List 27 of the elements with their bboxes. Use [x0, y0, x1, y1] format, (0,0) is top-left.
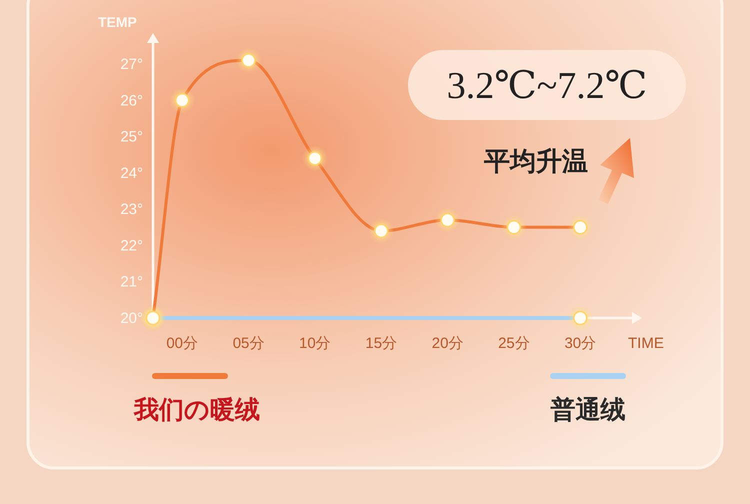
x-tick: 10分 — [299, 335, 331, 352]
x-tick: 05分 — [232, 335, 264, 352]
point — [236, 47, 262, 74]
x-tick: 15分 — [365, 335, 398, 352]
x-tick: 25分 — [498, 335, 530, 352]
point — [567, 214, 594, 240]
xlabel: TIME — [628, 335, 664, 352]
point — [567, 305, 594, 331]
y-tick: 24° — [120, 164, 143, 182]
y-tick: 20° — [120, 310, 143, 327]
point — [368, 218, 394, 244]
point — [169, 87, 196, 114]
x-tick: 20分 — [432, 335, 464, 352]
y-tick: 22° — [120, 237, 143, 254]
y-tick: 23° — [120, 201, 143, 218]
ylabel: TEMP — [98, 14, 137, 30]
x-tick: 30分 — [564, 335, 596, 352]
annotation: 3.2℃~7.2℃ — [446, 65, 648, 107]
point — [500, 214, 527, 240]
x-tick: 00分 — [166, 335, 198, 352]
point — [302, 145, 328, 172]
y-tick: 26° — [120, 92, 143, 110]
y-tick: 27° — [120, 56, 143, 74]
y-tick: 21° — [120, 274, 143, 291]
y-tick: 25° — [120, 128, 143, 146]
point — [434, 207, 461, 234]
annotation: 平均升温 — [484, 146, 588, 176]
